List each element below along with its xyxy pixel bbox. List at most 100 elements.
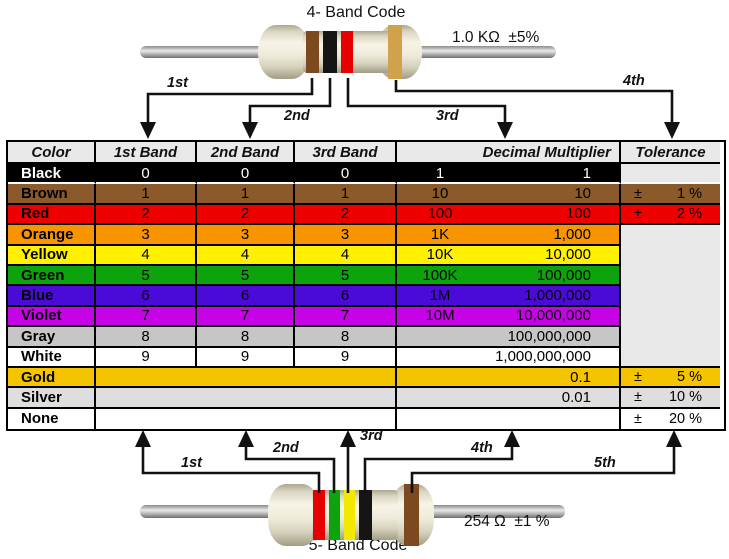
multiplier-cell: 100 100	[397, 204, 621, 226]
band-digit-cell: 6	[295, 286, 397, 307]
resistor-lead-left	[140, 505, 276, 518]
multiplier-cell: 100K 100,000	[397, 265, 621, 287]
multiplier-value: 1	[582, 164, 591, 182]
multiplier-cell	[397, 408, 621, 430]
multiplier-shorthand: 100	[427, 205, 453, 223]
band-digit-cell: 9	[197, 347, 295, 368]
table-row-violet: Violet 7 7 7 10M 10,000,000	[8, 306, 724, 328]
multiplier-value: 0.1	[570, 368, 591, 386]
multiplier-cell: 10 10	[397, 184, 621, 205]
band-digit-cell: 4	[96, 245, 197, 266]
multiplier-shorthand: 10	[431, 185, 449, 203]
multiplier-value: 1,000	[553, 225, 591, 243]
color-name-cell: Brown	[8, 184, 96, 205]
multiplier-shorthand: 1	[435, 164, 445, 182]
tolerance-cell	[621, 286, 720, 307]
band-4th-gold	[388, 25, 402, 79]
multiplier-value: 10,000	[545, 246, 591, 264]
band-digit-cell: 4	[197, 245, 295, 266]
tolerance-cell: ±2 %	[621, 204, 720, 226]
table-row-white: White 9 9 9 1,000,000,000	[8, 347, 724, 368]
tolerance-cell: ±1 %	[621, 184, 720, 205]
band-1st-brown	[306, 31, 319, 73]
plus-minus-sign: ±	[634, 389, 642, 406]
label-5band-3rd: 3rd	[360, 428, 383, 444]
band-digit-cell: 6	[197, 286, 295, 307]
tolerance-value: 5 %	[677, 369, 702, 386]
header-multiplier: Decimal Multiplier	[397, 142, 621, 164]
color-name-cell: Yellow	[8, 245, 96, 266]
band-digit-cell: 4	[295, 245, 397, 266]
table-row-blue: Blue 6 6 6 1M 1,000,000	[8, 286, 724, 307]
tolerance-cell	[621, 245, 720, 266]
four-band-value: 1.0 KΩ ±5%	[452, 29, 540, 46]
band-digits-merged-cell	[96, 408, 397, 430]
multiplier-cell: 0.1	[397, 367, 621, 389]
tolerance-cell: ±20 %	[621, 408, 720, 430]
band-5th-brown	[404, 484, 419, 546]
header-3rd-band: 3rd Band	[295, 142, 397, 164]
multiplier-cell: 1K 1,000	[397, 225, 621, 246]
multiplier-value: 1,000,000	[524, 287, 591, 305]
multiplier-value: 100	[565, 205, 591, 223]
multiplier-shorthand: 10K	[426, 246, 454, 264]
tolerance-cell	[621, 327, 720, 348]
multiplier-shorthand: 1K	[430, 225, 450, 243]
band-digit-cell: 0	[96, 164, 197, 185]
table-header-row: Color 1st Band 2nd Band 3rd Band Decimal…	[8, 142, 724, 164]
band-digit-cell: 7	[96, 306, 197, 328]
tolerance-value: 20 %	[668, 410, 702, 427]
tolerance-cell	[621, 225, 720, 246]
color-name-cell: Black	[8, 164, 96, 185]
band-digit-cell: 3	[197, 225, 295, 246]
multiplier-shorthand: 1M	[429, 287, 451, 305]
table-row-brown: Brown 1 1 1 10 10 ±1 %	[8, 184, 724, 205]
band-digits-merged-cell	[96, 388, 397, 409]
multiplier-shorthand: 100K	[422, 266, 458, 284]
label-5band-5th: 5th	[594, 455, 616, 471]
tolerance-cell	[621, 347, 720, 368]
multiplier-cell: 10M 10,000,000	[397, 306, 621, 328]
tolerance-value: 2 %	[677, 205, 702, 222]
band-digit-cell: 2	[197, 204, 295, 226]
band-1st-red	[313, 490, 325, 540]
header-2nd-band: 2nd Band	[197, 142, 295, 164]
resistor-body-left-cap	[268, 484, 320, 546]
tolerance-cell	[621, 265, 720, 287]
resistor-lead-right	[428, 505, 565, 518]
label-5band-2nd: 2nd	[273, 440, 299, 456]
band-digit-cell: 7	[197, 306, 295, 328]
label-4band-3rd: 3rd	[436, 108, 459, 124]
multiplier-cell: 1M 1,000,000	[397, 286, 621, 307]
band-digit-cell: 1	[96, 184, 197, 205]
header-tolerance: Tolerance	[621, 142, 720, 164]
color-name-cell: Violet	[8, 306, 96, 328]
band-digit-cell: 5	[96, 265, 197, 287]
multiplier-cell: 1,000,000,000	[397, 347, 621, 368]
tolerance-cell: ±10 %	[621, 388, 720, 409]
multiplier-value: 0.01	[561, 388, 591, 406]
table-row-gold: Gold 0.1 ±5 %	[8, 367, 724, 389]
resistor-lead-right	[408, 46, 556, 58]
color-table-body: Black 0 0 0 1 1 Brown 1 1 1 10 10 ±1 % Red 2 2 2 100 100 ±2…	[8, 164, 724, 430]
band-digit-cell: 8	[197, 327, 295, 348]
band-digit-cell: 0	[197, 164, 295, 185]
color-name-cell: Silver	[8, 388, 96, 409]
color-name-cell: Red	[8, 204, 96, 226]
color-name-cell: Orange	[8, 225, 96, 246]
multiplier-cell: 100,000,000	[397, 327, 621, 348]
multiplier-value: 100,000,000	[507, 327, 591, 345]
band-digit-cell: 1	[197, 184, 295, 205]
multiplier-cell: 0.01	[397, 388, 621, 409]
multiplier-cell: 10K 10,000	[397, 245, 621, 266]
five-band-title: 5- Band Code	[308, 537, 408, 554]
band-digit-cell: 8	[96, 327, 197, 348]
band-digit-cell: 6	[96, 286, 197, 307]
label-4band-1st: 1st	[167, 75, 188, 91]
band-3rd-red	[341, 31, 353, 73]
band-digit-cell: 5	[295, 265, 397, 287]
band-2nd-black	[323, 31, 337, 73]
color-code-table: Color 1st Band 2nd Band 3rd Band Decimal…	[6, 140, 726, 432]
